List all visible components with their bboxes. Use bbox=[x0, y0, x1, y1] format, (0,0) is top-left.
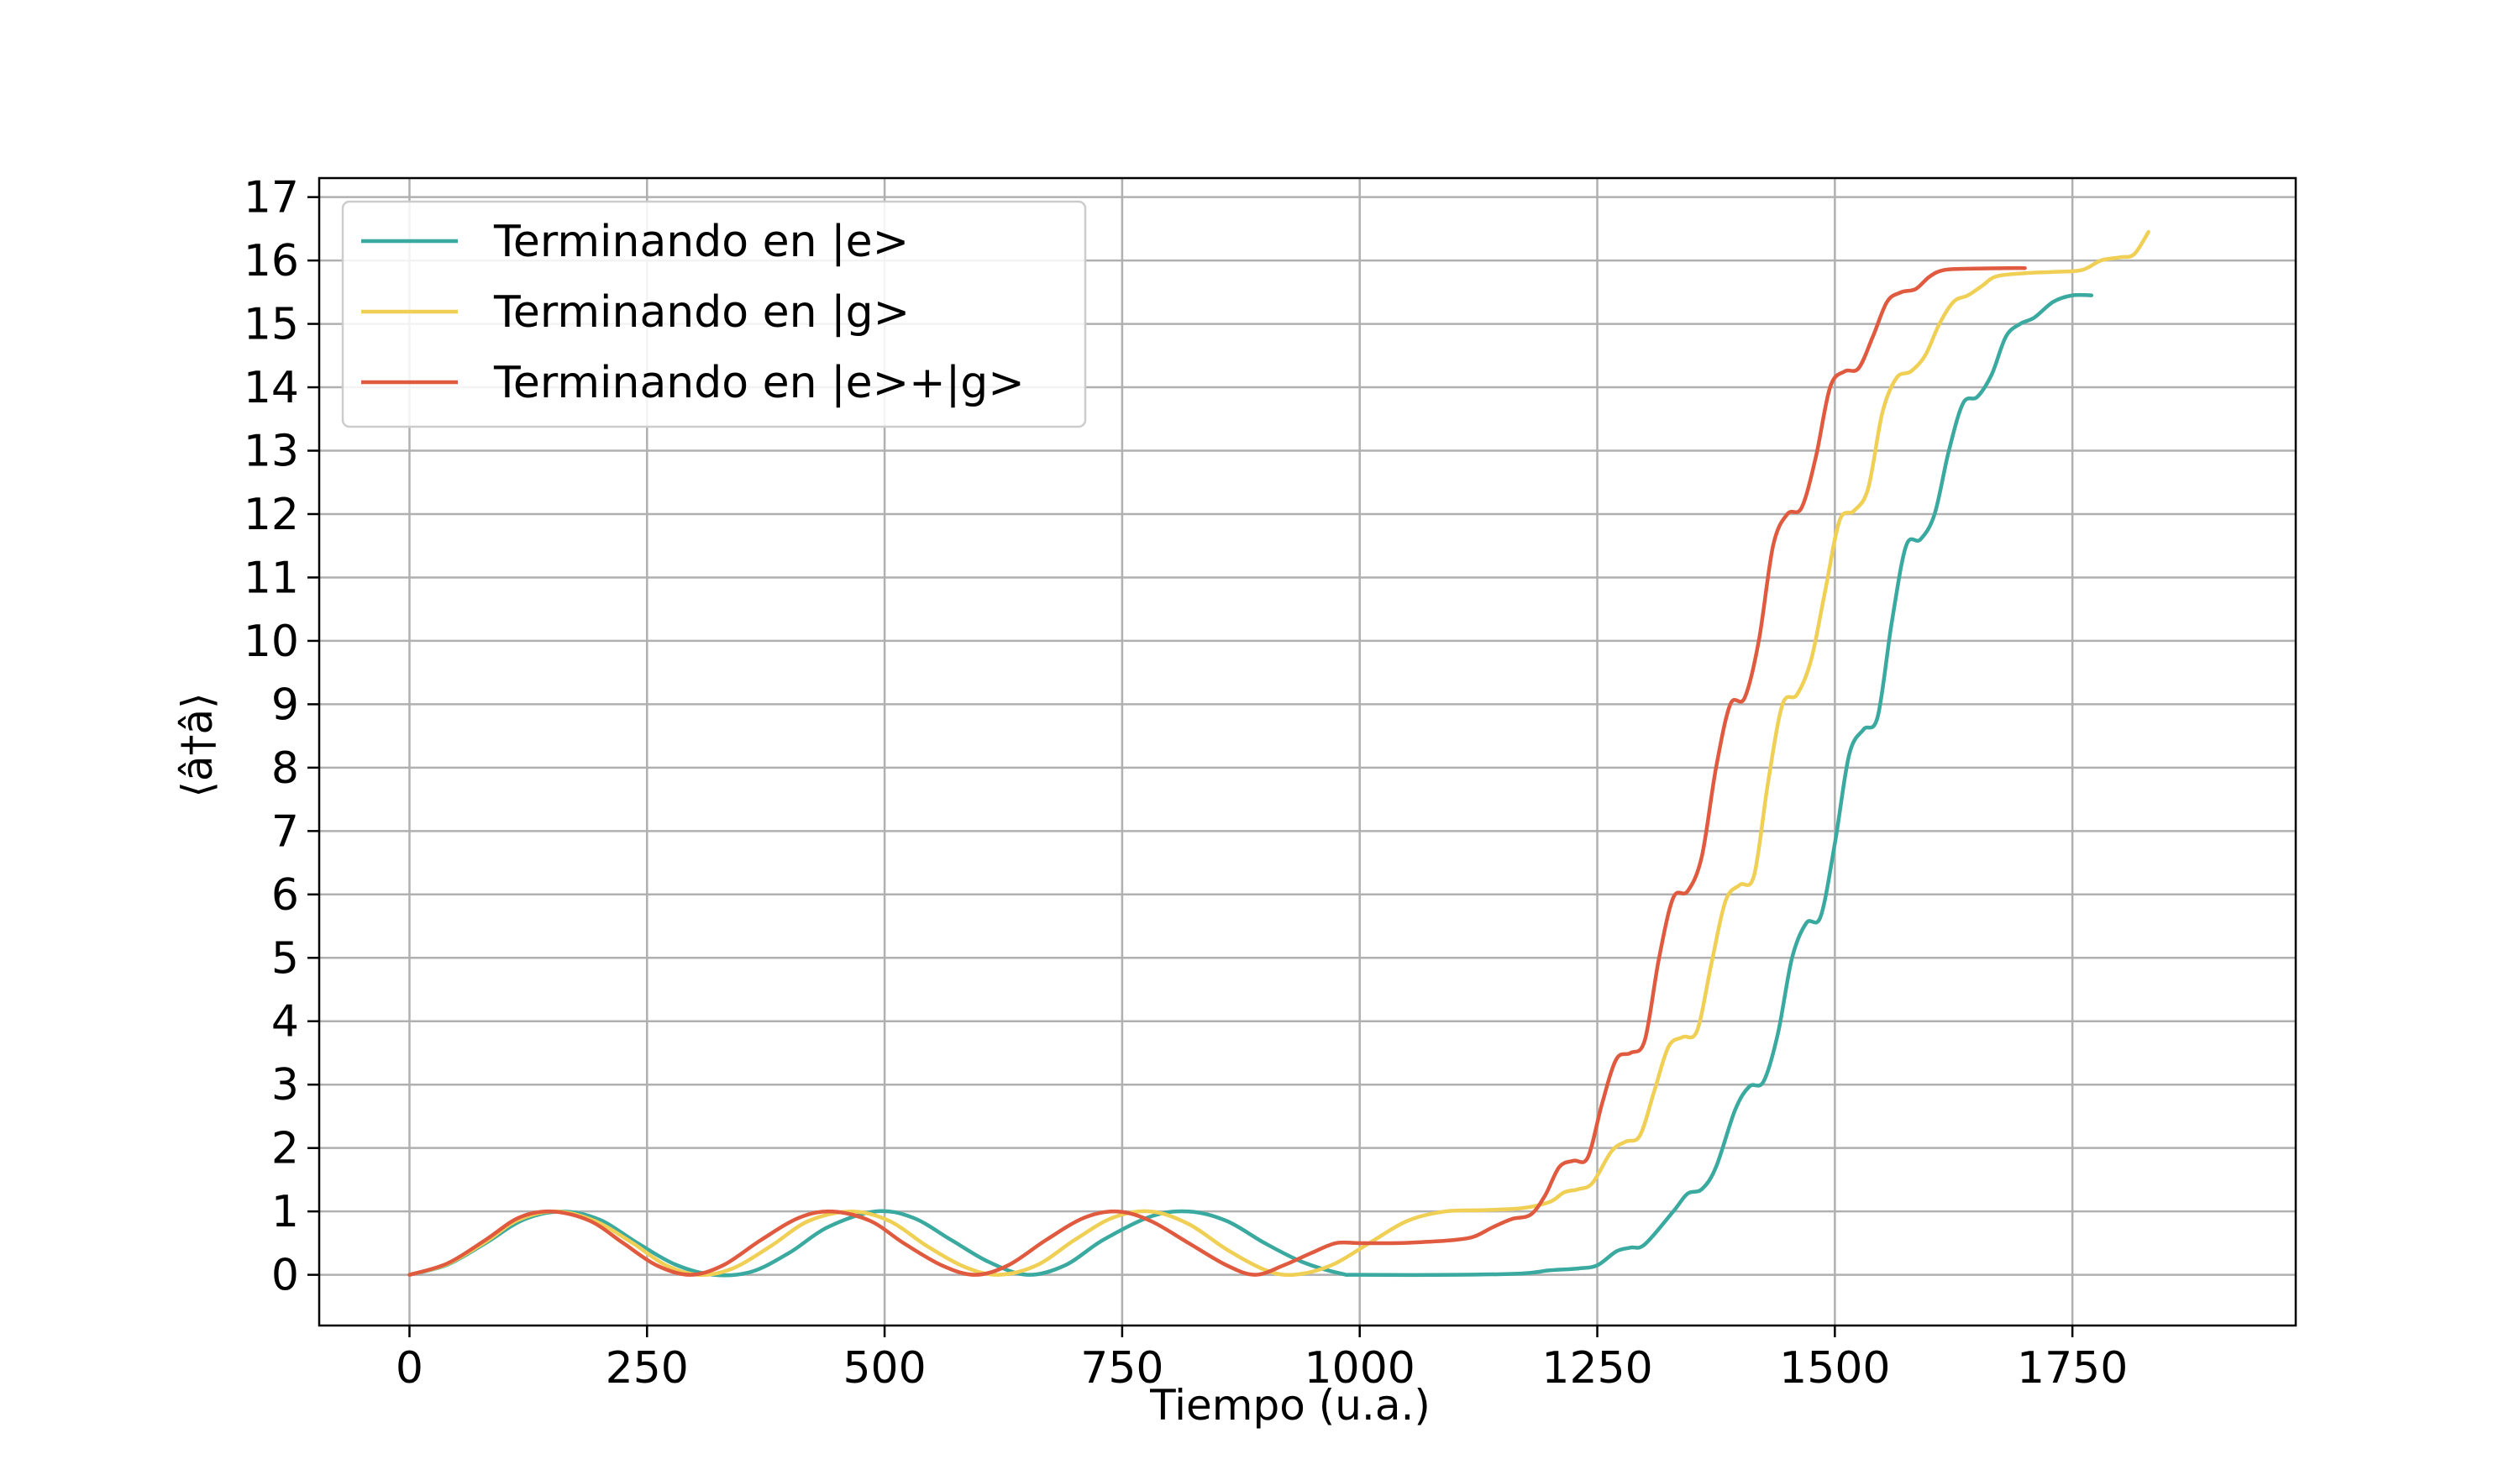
legend: Terminando en |e> Terminando en |g> Termin… bbox=[341, 200, 1087, 428]
y-tick-label: 1 bbox=[271, 1187, 299, 1237]
x-tick-label: 1750 bbox=[2017, 1343, 2128, 1394]
y-tick-label: 12 bbox=[244, 490, 299, 540]
x-tick-label: 1000 bbox=[1305, 1343, 1415, 1394]
y-tick-label: 16 bbox=[244, 236, 299, 286]
legend-label-1: Terminando en |e> bbox=[493, 217, 909, 267]
y-tick-label: 17 bbox=[244, 173, 299, 223]
y-tick-label: 10 bbox=[244, 617, 299, 667]
x-tick-label: 750 bbox=[1080, 1343, 1163, 1394]
y-axis-label: ⟨â†â⟩ bbox=[173, 692, 222, 797]
y-tick-label: 15 bbox=[244, 300, 299, 350]
y-tick-label: 0 bbox=[271, 1251, 299, 1301]
series-line-3 bbox=[407, 265, 2027, 1277]
legend-box bbox=[341, 200, 1087, 428]
x-tick-label: 500 bbox=[843, 1343, 926, 1394]
x-axis-label: Tiempo (u.a.) bbox=[1149, 1381, 1431, 1430]
y-tick-label: 9 bbox=[271, 680, 299, 730]
y-tick-label: 3 bbox=[271, 1060, 299, 1110]
legend-label-3: Terminando en |e>+|g> bbox=[493, 358, 1025, 408]
y-tick-label: 2 bbox=[271, 1124, 299, 1174]
y-tick-label: 14 bbox=[244, 363, 299, 413]
x-axis-ticks: 0 250 500 750 1000 1250 1500 1750 bbox=[396, 1326, 2128, 1394]
y-tick-label: 7 bbox=[271, 806, 299, 857]
series-line-1 bbox=[407, 292, 2094, 1278]
y-tick-label: 4 bbox=[271, 997, 299, 1047]
y-tick-label: 8 bbox=[271, 743, 299, 794]
y-tick-label: 13 bbox=[244, 427, 299, 477]
x-tick-label: 0 bbox=[396, 1343, 423, 1394]
x-tick-label: 250 bbox=[606, 1343, 689, 1394]
plot-frame bbox=[318, 176, 2297, 1327]
y-tick-label: 6 bbox=[271, 870, 299, 921]
y-tick-label: 11 bbox=[244, 553, 299, 603]
y-tick-label: 5 bbox=[271, 933, 299, 984]
legend-items: Terminando en |e> Terminando en |g> Termin… bbox=[361, 217, 1025, 408]
x-tick-label: 1500 bbox=[1779, 1343, 1890, 1394]
series-layer bbox=[407, 229, 2150, 1278]
legend-label-2: Terminando en |g> bbox=[493, 287, 910, 338]
x-tick-label: 1250 bbox=[1541, 1343, 1652, 1394]
